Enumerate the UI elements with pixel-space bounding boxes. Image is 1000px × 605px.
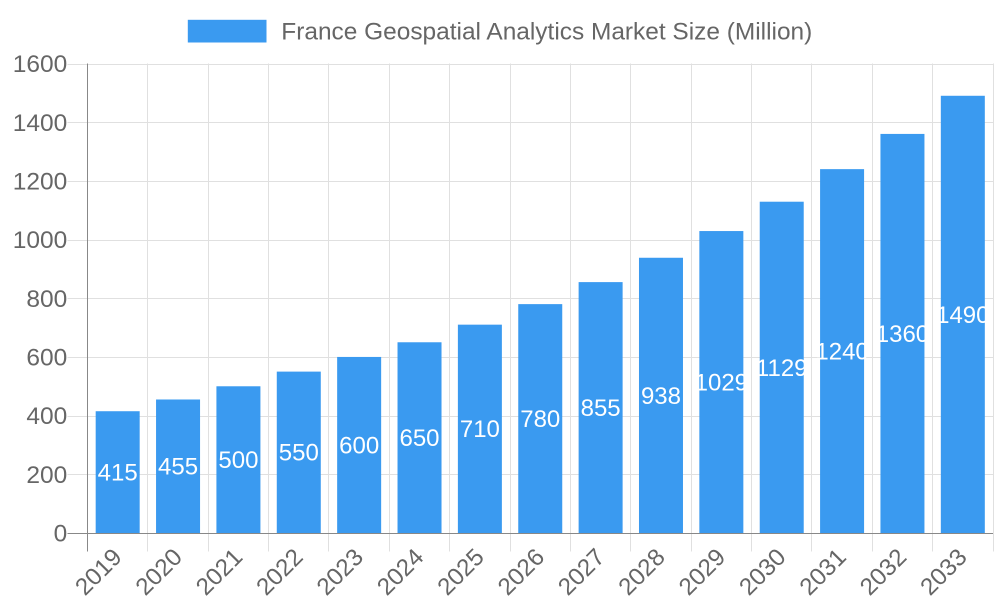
svg-text:415: 415 [98,460,138,487]
svg-text:600: 600 [339,432,379,459]
svg-text:650: 650 [399,425,439,452]
svg-text:France Geospatial Analytics Ma: France Geospatial Analytics Market Size … [281,19,812,46]
svg-text:1029: 1029 [695,369,748,396]
svg-text:780: 780 [520,406,560,433]
svg-text:1600: 1600 [13,51,68,78]
svg-text:1490: 1490 [936,302,989,329]
svg-text:855: 855 [581,395,621,422]
svg-text:0: 0 [54,521,68,548]
svg-text:1360: 1360 [876,321,929,348]
svg-text:500: 500 [218,447,258,474]
svg-text:550: 550 [279,440,319,467]
svg-text:1000: 1000 [13,227,68,254]
svg-text:455: 455 [158,454,198,481]
svg-text:1200: 1200 [13,168,68,195]
svg-text:800: 800 [26,286,67,313]
svg-text:710: 710 [460,416,500,443]
svg-text:400: 400 [26,403,67,430]
svg-text:200: 200 [26,462,67,489]
svg-text:600: 600 [26,345,67,372]
svg-text:1129: 1129 [756,355,808,382]
svg-text:1240: 1240 [815,338,868,365]
svg-text:938: 938 [641,383,681,410]
svg-text:1400: 1400 [13,110,68,137]
